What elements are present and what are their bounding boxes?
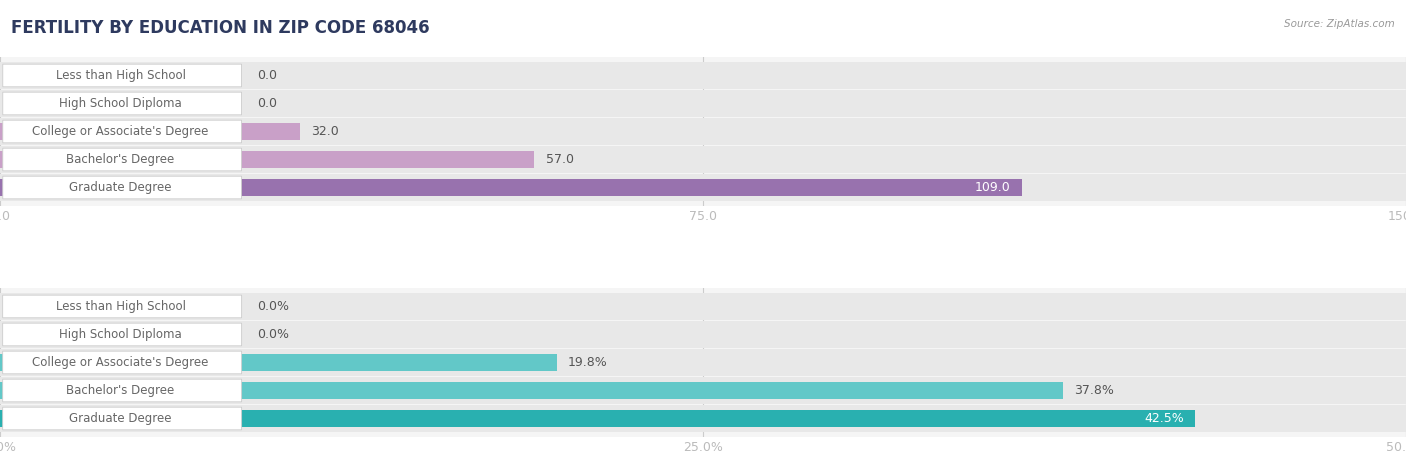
Text: FERTILITY BY EDUCATION IN ZIP CODE 68046: FERTILITY BY EDUCATION IN ZIP CODE 68046	[11, 19, 430, 37]
FancyBboxPatch shape	[3, 176, 242, 199]
Text: Graduate Degree: Graduate Degree	[69, 412, 172, 425]
Text: 0.0%: 0.0%	[257, 300, 290, 313]
Text: High School Diploma: High School Diploma	[59, 328, 181, 341]
Text: 19.8%: 19.8%	[568, 356, 607, 369]
FancyBboxPatch shape	[3, 323, 242, 346]
Text: 0.0: 0.0	[257, 69, 277, 82]
Text: 109.0: 109.0	[974, 181, 1011, 194]
Text: Source: ZipAtlas.com: Source: ZipAtlas.com	[1284, 19, 1395, 29]
Bar	[0, 174, 1406, 201]
Text: Bachelor's Degree: Bachelor's Degree	[66, 153, 174, 166]
Bar	[0, 382, 1063, 399]
Bar	[0, 118, 1406, 145]
Bar	[0, 146, 1406, 173]
Text: Less than High School: Less than High School	[56, 300, 186, 313]
Bar	[0, 151, 534, 168]
Bar	[0, 90, 1406, 117]
FancyBboxPatch shape	[3, 64, 242, 87]
Bar	[0, 354, 557, 371]
Text: High School Diploma: High School Diploma	[59, 97, 181, 110]
FancyBboxPatch shape	[3, 92, 242, 115]
Text: Less than High School: Less than High School	[56, 69, 186, 82]
Text: College or Associate's Degree: College or Associate's Degree	[32, 356, 208, 369]
Text: 37.8%: 37.8%	[1074, 384, 1114, 397]
FancyBboxPatch shape	[3, 407, 242, 430]
FancyBboxPatch shape	[3, 148, 242, 171]
Bar	[0, 377, 1406, 404]
Bar	[0, 405, 1406, 432]
Bar	[0, 349, 1406, 376]
Text: 57.0: 57.0	[546, 153, 574, 166]
Text: Graduate Degree: Graduate Degree	[69, 181, 172, 194]
FancyBboxPatch shape	[3, 295, 242, 318]
Text: College or Associate's Degree: College or Associate's Degree	[32, 125, 208, 138]
FancyBboxPatch shape	[3, 379, 242, 402]
Text: 32.0: 32.0	[311, 125, 339, 138]
FancyBboxPatch shape	[3, 351, 242, 374]
Text: Bachelor's Degree: Bachelor's Degree	[66, 384, 174, 397]
Text: 0.0%: 0.0%	[257, 328, 290, 341]
Bar	[0, 179, 1022, 196]
Text: 0.0: 0.0	[257, 97, 277, 110]
Bar	[0, 293, 1406, 320]
Bar	[0, 410, 1195, 427]
Bar	[0, 62, 1406, 89]
FancyBboxPatch shape	[3, 120, 242, 143]
Bar	[0, 321, 1406, 348]
Bar	[0, 123, 299, 140]
Text: 42.5%: 42.5%	[1144, 412, 1184, 425]
